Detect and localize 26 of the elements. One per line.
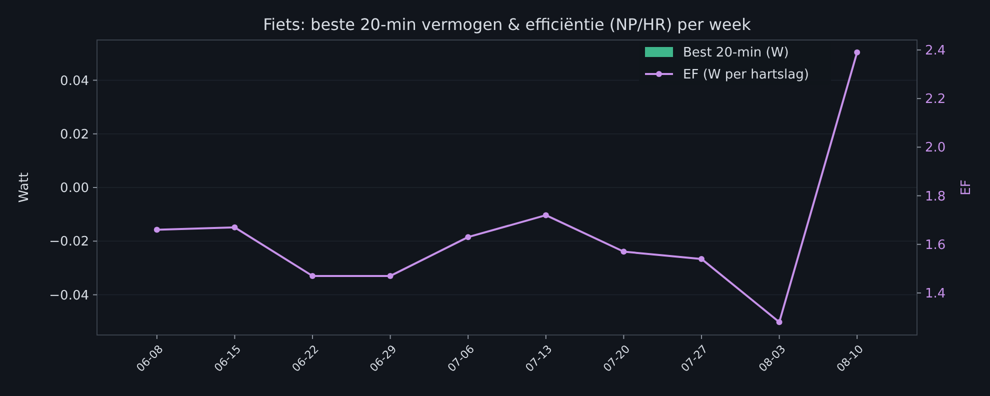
point bbox=[387, 272, 394, 279]
y2-tick-label: 1.4 bbox=[925, 286, 946, 302]
point bbox=[232, 224, 238, 230]
point bbox=[698, 256, 704, 262]
chart-title: Fiets: beste 20-min vermogen & efficiëntie (NP/HR) per week bbox=[263, 15, 752, 34]
y2-tick-label: 2.0 bbox=[925, 140, 946, 156]
y-tick-label: −0.04 bbox=[49, 288, 89, 304]
legend-label: EF (W per hartslag) bbox=[683, 68, 809, 83]
y-tick-label: 0.00 bbox=[60, 181, 89, 196]
y-tick-label: 0.02 bbox=[60, 127, 89, 142]
y2-tick-label: 1.6 bbox=[925, 238, 946, 253]
y2-tick-label: 1.8 bbox=[925, 189, 946, 204]
y2-tick-label: 2.2 bbox=[925, 92, 946, 108]
point bbox=[776, 319, 782, 326]
point bbox=[154, 226, 160, 233]
y-tick-label: 0.04 bbox=[60, 74, 89, 89]
point bbox=[542, 212, 549, 218]
point bbox=[465, 234, 472, 240]
y2-axis-title: EF bbox=[959, 180, 974, 196]
point bbox=[854, 49, 860, 56]
legend-label: Best 20-min (W) bbox=[683, 46, 789, 61]
y-tick-label: −0.02 bbox=[49, 234, 89, 250]
y-axis-title: Watt bbox=[17, 172, 32, 203]
point bbox=[620, 248, 627, 255]
y2-tick-label: 2.4 bbox=[925, 44, 946, 59]
point bbox=[310, 272, 316, 279]
